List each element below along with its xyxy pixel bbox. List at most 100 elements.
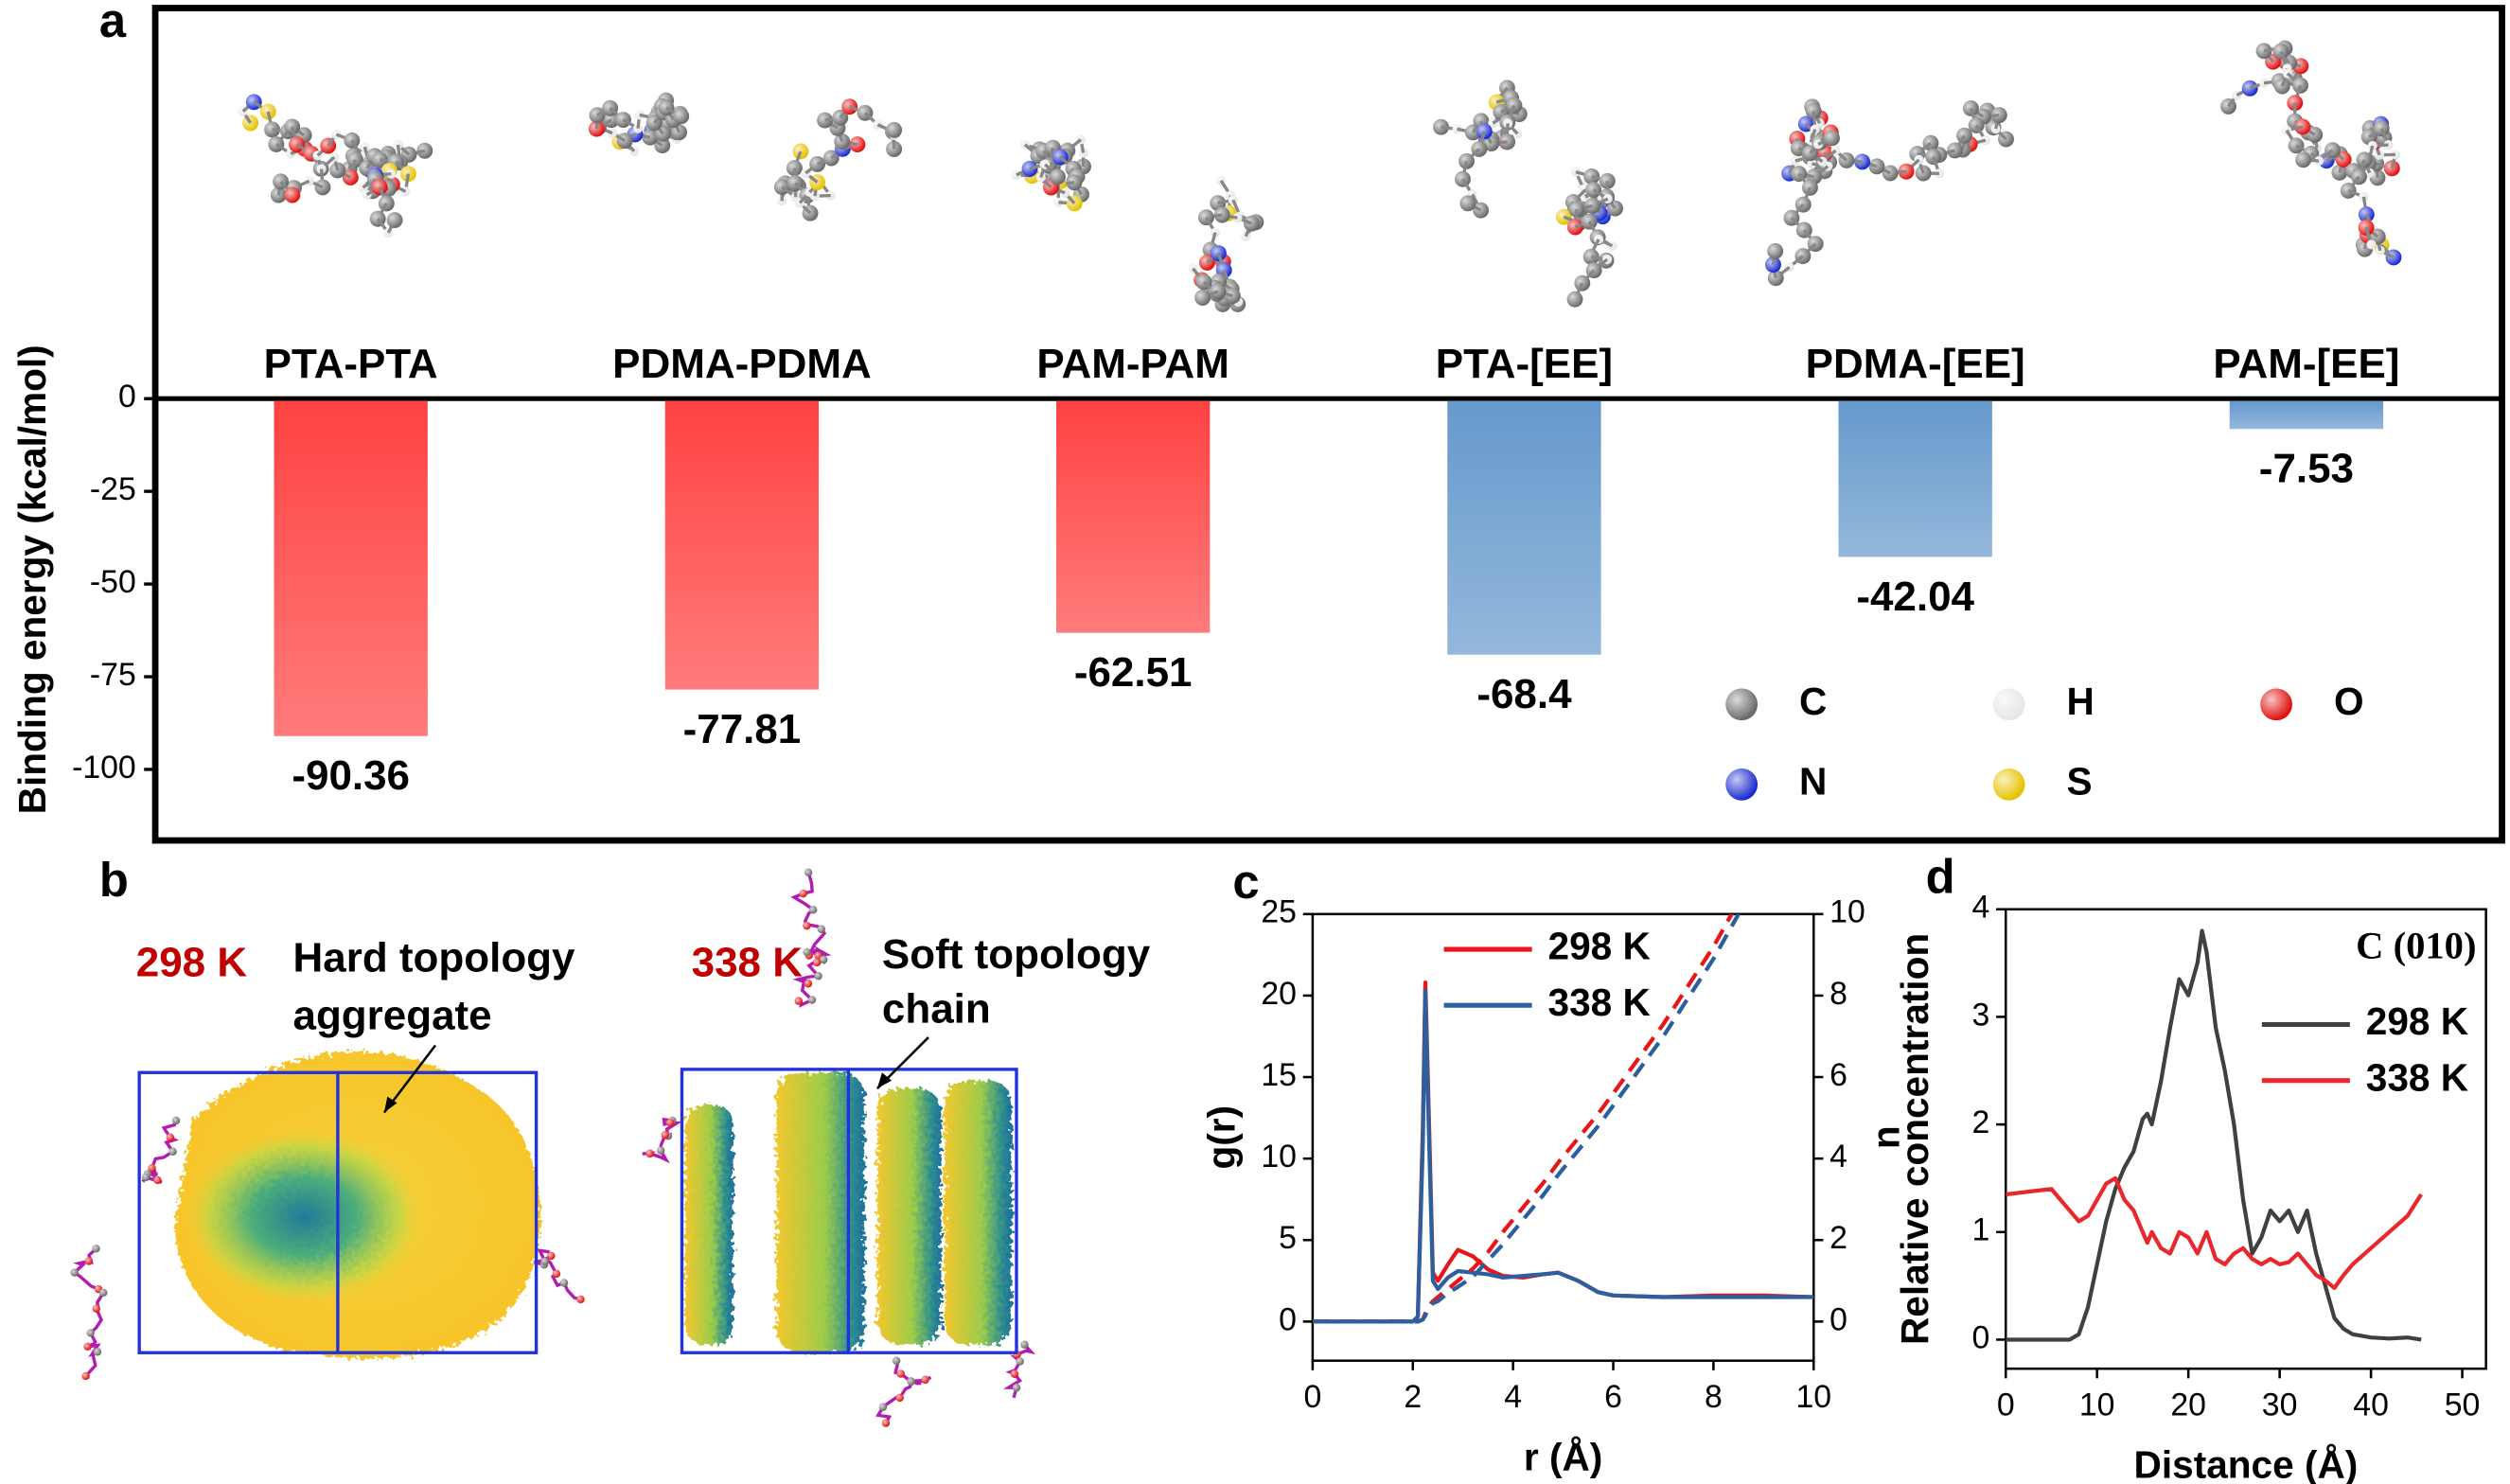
atom (1020, 1340, 1029, 1350)
y-tick-label: -25 (90, 471, 136, 507)
atom (171, 1116, 181, 1125)
y-tick-label: 20 (1261, 976, 1297, 1012)
legend-label: 298 K (2366, 999, 2468, 1043)
category-label: PDMA-[EE] (1806, 341, 2025, 387)
atom (2373, 120, 2390, 137)
atom (813, 958, 822, 967)
temperature-label: 298 K (136, 940, 248, 986)
caption: Soft topology (882, 931, 1151, 978)
atom (661, 1130, 669, 1140)
panel-letter: b (99, 853, 129, 907)
x-tick-label: 20 (2170, 1387, 2206, 1423)
atom (1555, 208, 1572, 225)
panel-d: d 0 10 20 30 40 50 0 1 2 3 4 Distance (Å) Relative co… (1893, 850, 2487, 1484)
polymer-chain (1002, 1343, 1036, 1399)
value-label: -62.51 (1074, 649, 1193, 696)
polymer-chains (70, 868, 1036, 1427)
snapshot-338k (684, 1072, 1012, 1353)
y-tick-label: -100 (72, 750, 136, 786)
atom (2255, 43, 2272, 60)
atom-legend-label: S (2067, 760, 2093, 804)
x-axis-label: r (Å) (1524, 1435, 1602, 1478)
atom (807, 996, 817, 1004)
polymer-chain (71, 1247, 106, 1380)
atom-legend-label: H (2067, 680, 2095, 723)
value-label: -77.81 (683, 706, 802, 752)
atom (576, 1295, 585, 1304)
value-label: -68.4 (1476, 671, 1572, 717)
y-tick-label: 3 (1972, 997, 1990, 1033)
atom-legend-swatch (2260, 688, 2292, 721)
panel-letter: d (1926, 850, 1955, 904)
atom (1585, 182, 1602, 199)
atom (2385, 249, 2402, 266)
y-tick-label: -75 (90, 657, 136, 693)
atom (2287, 95, 2304, 112)
y-tick-label: 0 (1972, 1319, 1990, 1355)
bar (1838, 400, 1992, 557)
atom (834, 133, 851, 150)
atom (892, 1356, 901, 1365)
y-tick-label: 2 (1972, 1104, 1990, 1140)
y2-tick-label: 10 (1829, 894, 1865, 930)
atom (166, 1133, 175, 1141)
atom (665, 1119, 675, 1127)
atom (1194, 290, 1211, 306)
y-tick-label: -50 (90, 564, 136, 600)
temperature-label: 338 K (692, 940, 804, 986)
x-tick-label: 4 (1504, 1379, 1522, 1415)
value-label: -7.53 (2259, 446, 2354, 492)
x-tick-label: 40 (2353, 1387, 2389, 1423)
atom (881, 1419, 891, 1427)
panel-c: c 0 2 4 6 8 10 0 5 10 15 20 25 0 2 4 6 8 10 r (Å) g(r) n 298 K… (1200, 855, 1908, 1478)
atom (803, 947, 811, 957)
bar (1447, 400, 1601, 655)
atom (92, 1245, 100, 1253)
y2-tick-label: 2 (1829, 1220, 1847, 1256)
y-tick-label: 4 (1972, 890, 1990, 926)
atom (1947, 142, 1963, 159)
arrow-head (876, 1072, 893, 1089)
panel-letter: a (99, 0, 127, 47)
line (1312, 988, 1814, 1324)
plot-frame (1311, 912, 1815, 1362)
atom (268, 136, 285, 152)
atom (896, 1369, 905, 1378)
atom (632, 123, 644, 133)
stripe (944, 1080, 1012, 1345)
atom (886, 121, 903, 138)
snapshot-298k (175, 1051, 540, 1359)
atom (819, 955, 828, 964)
atom (81, 1371, 90, 1381)
atom (1016, 1357, 1024, 1366)
y-tick-label: 1 (1972, 1212, 1990, 1248)
atom (804, 868, 813, 877)
atom (878, 1403, 888, 1411)
atom (2295, 151, 2312, 168)
atom (99, 1288, 108, 1298)
atom (588, 120, 605, 137)
atom (814, 972, 822, 980)
aggregate-core (184, 1128, 425, 1305)
y-tick-label: 10 (1261, 1139, 1297, 1175)
caption: chain (882, 986, 991, 1033)
arrow-head (383, 1096, 398, 1113)
atom-legend-label: C (1799, 680, 1827, 723)
legend-label: 338 K (2366, 1055, 2468, 1099)
atom (656, 1146, 665, 1155)
atom (1476, 123, 1493, 140)
atom (804, 979, 813, 988)
atom (93, 1348, 102, 1356)
atom (552, 1269, 561, 1279)
atom (645, 1149, 654, 1158)
atom (559, 1279, 569, 1287)
bar (1055, 400, 1211, 633)
atom (895, 1393, 904, 1403)
atom (92, 1304, 101, 1313)
atom-legend-swatch (1992, 768, 2025, 801)
y2-tick-label: 4 (1829, 1139, 1847, 1175)
y-axis-label: g(r) (1200, 1105, 1244, 1170)
plot-frame (2004, 908, 2487, 1370)
